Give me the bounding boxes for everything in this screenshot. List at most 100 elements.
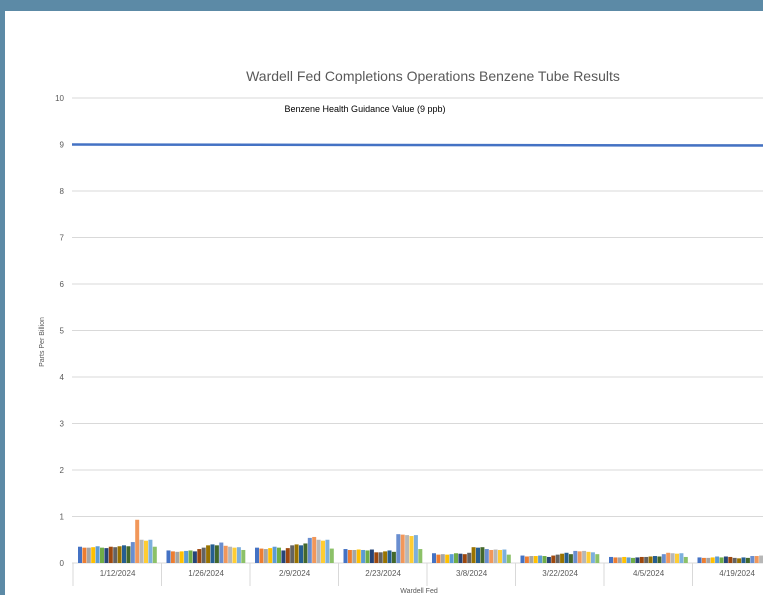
bar [683,556,688,563]
y-tick-label: 7 [60,234,65,243]
x-axis-label: Wardell Fed [400,588,438,595]
bar [706,557,711,563]
bar [533,556,538,563]
bar [586,551,591,563]
bar [670,553,675,563]
bar [179,551,184,563]
bar [462,554,467,563]
bar [139,539,144,563]
y-tick-label: 1 [60,513,65,522]
y-tick-label: 6 [60,280,65,289]
x-tick-label: 2/9/2024 [279,569,311,578]
bar [259,548,264,563]
axes: 0 1 2 3 4 5 6 7 8 9 10 1/12/2024 1/26/2024 2/9/2024 2/… [55,94,755,586]
bar [546,556,551,563]
y-tick-label: 3 [60,420,65,429]
bar [241,549,246,563]
bar [312,536,317,563]
bar [555,554,560,563]
bar [484,549,489,563]
bar [524,556,529,563]
bar [285,548,290,563]
bar [268,548,273,563]
bar [657,556,662,563]
x-tick-label: 2/23/2024 [365,569,401,578]
bar [223,545,228,563]
bar [135,519,140,563]
bar [626,557,631,563]
bar [737,558,742,563]
bar [405,535,410,563]
bar [542,556,547,563]
bar [361,549,366,563]
bar [754,556,759,563]
bar [577,551,582,563]
x-tick-label: 4/5/2024 [633,569,665,578]
x-tick-label: 3/8/2024 [456,569,488,578]
bar [493,549,498,563]
bar [126,546,131,563]
gridlines [72,97,763,564]
bar [391,551,396,563]
bar [232,547,237,563]
bar [321,540,325,563]
bar [489,549,494,563]
y-tick-label: 5 [60,327,65,336]
bar [745,557,750,563]
bar [175,551,180,563]
bar [710,557,715,563]
bar [192,551,197,563]
bar [219,542,224,563]
bar [184,550,189,563]
bar [639,556,644,563]
bar [100,547,104,563]
bar [290,545,295,563]
bar [272,546,277,563]
bar [152,546,157,563]
bar [188,550,193,563]
bar [214,545,219,563]
bar [609,556,613,563]
bar [502,549,507,563]
bar [529,556,534,563]
bar [467,552,472,563]
y-axis-label: Parts Per Billion [39,317,46,367]
bar [281,550,286,563]
bar [440,554,445,563]
bar [303,543,308,563]
bar [329,548,334,563]
bar [568,554,573,563]
y-tick-label: 8 [60,187,65,196]
x-tick-label: 1/26/2024 [188,569,224,578]
bar [476,547,480,563]
bar [108,546,113,563]
bar [573,550,578,563]
bar [343,549,348,563]
bar [635,557,640,563]
bar [732,557,737,563]
x-tick-label: 1/12/2024 [100,569,136,578]
bar [263,549,268,563]
x-tick-label: 4/19/2024 [719,569,755,578]
bar [374,552,379,563]
bar [387,550,392,563]
bar [582,550,587,563]
bar [697,557,702,563]
bar [365,550,370,563]
reference-line-group: Benzene Health Guidance Value (9 ppb) [71,104,763,147]
bar [228,546,233,563]
bar [432,553,436,563]
bar [701,557,706,563]
bar [206,545,211,563]
y-tick-label: 4 [60,373,65,382]
bar [631,557,635,563]
bar [648,556,653,563]
guidance-value-label: Benzene Health Guidance Value (9 ppb) [285,104,446,114]
x-tick-label: 3/22/2024 [542,569,578,578]
bar [675,553,679,563]
bar [436,554,441,563]
bar [458,553,463,563]
y-tick-label: 10 [55,94,64,103]
bar [564,552,569,563]
bar [277,547,281,563]
